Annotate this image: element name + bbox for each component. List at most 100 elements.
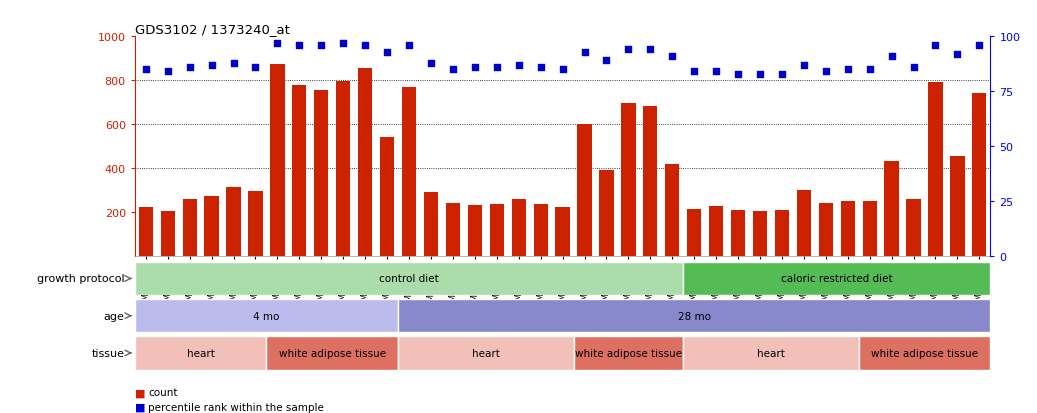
Bar: [683, 262, 990, 295]
Bar: [533, 204, 548, 256]
Point: [335, 40, 352, 47]
Bar: [928, 83, 943, 256]
Point: [554, 67, 570, 74]
Bar: [950, 157, 964, 256]
Bar: [468, 206, 482, 256]
Bar: [292, 85, 307, 256]
Text: white adipose tissue: white adipose tissue: [871, 348, 978, 358]
Bar: [336, 82, 351, 256]
Point: [400, 43, 417, 49]
Bar: [135, 262, 683, 295]
Bar: [248, 192, 262, 256]
Text: growth protocol: growth protocol: [37, 274, 124, 284]
Bar: [380, 138, 394, 256]
Point: [664, 54, 680, 60]
Point: [247, 64, 263, 71]
Point: [620, 47, 637, 54]
Bar: [818, 204, 833, 256]
Point: [379, 49, 395, 56]
Bar: [731, 210, 746, 256]
Text: tissue: tissue: [91, 348, 124, 358]
Bar: [665, 164, 679, 256]
Point: [949, 51, 965, 58]
Bar: [863, 201, 877, 256]
Text: ■: ■: [135, 387, 145, 397]
Text: heart: heart: [187, 348, 215, 358]
Text: 4 mo: 4 mo: [253, 311, 280, 321]
Bar: [402, 88, 416, 256]
Text: GDS3102 / 1373240_at: GDS3102 / 1373240_at: [135, 23, 289, 36]
Bar: [271, 64, 284, 256]
Bar: [906, 199, 921, 256]
Point: [730, 71, 747, 78]
Bar: [683, 337, 859, 370]
Point: [862, 67, 878, 74]
Bar: [643, 107, 657, 256]
Point: [685, 69, 702, 76]
Bar: [161, 211, 175, 256]
Point: [510, 62, 527, 69]
Text: 28 mo: 28 mo: [678, 311, 710, 321]
Bar: [859, 337, 990, 370]
Point: [774, 71, 790, 78]
Point: [225, 60, 242, 67]
Bar: [204, 197, 219, 256]
Text: heart: heart: [472, 348, 500, 358]
Bar: [226, 187, 241, 256]
Bar: [688, 209, 701, 256]
Point: [708, 69, 725, 76]
Bar: [753, 211, 767, 256]
Bar: [358, 69, 372, 256]
Point: [971, 43, 987, 49]
Text: percentile rank within the sample: percentile rank within the sample: [148, 402, 325, 412]
Bar: [398, 299, 990, 332]
Point: [795, 62, 812, 69]
Bar: [135, 299, 398, 332]
Text: age: age: [104, 311, 124, 321]
Point: [532, 64, 549, 71]
Bar: [267, 337, 398, 370]
Point: [423, 60, 440, 67]
Point: [270, 40, 286, 47]
Bar: [489, 204, 504, 256]
Bar: [599, 171, 614, 256]
Point: [905, 64, 922, 71]
Point: [138, 67, 155, 74]
Text: ■: ■: [135, 402, 145, 412]
Bar: [841, 201, 854, 256]
Text: heart: heart: [757, 348, 785, 358]
Bar: [796, 190, 811, 256]
Text: white adipose tissue: white adipose tissue: [279, 348, 386, 358]
Point: [642, 47, 658, 54]
Bar: [424, 192, 438, 256]
Point: [181, 64, 198, 71]
Bar: [556, 208, 569, 256]
Point: [467, 64, 483, 71]
Bar: [973, 94, 986, 256]
Bar: [139, 208, 152, 256]
Bar: [709, 207, 723, 256]
Bar: [775, 210, 789, 256]
Point: [840, 67, 857, 74]
Point: [445, 67, 461, 74]
Text: white adipose tissue: white adipose tissue: [574, 348, 682, 358]
Point: [203, 62, 220, 69]
Bar: [398, 337, 573, 370]
Bar: [573, 337, 683, 370]
Bar: [183, 199, 197, 256]
Bar: [885, 162, 899, 256]
Bar: [621, 104, 636, 256]
Point: [291, 43, 308, 49]
Bar: [446, 204, 460, 256]
Point: [160, 69, 176, 76]
Point: [357, 43, 373, 49]
Bar: [511, 199, 526, 256]
Point: [577, 49, 593, 56]
Point: [927, 43, 944, 49]
Point: [488, 64, 505, 71]
Point: [817, 69, 834, 76]
Point: [752, 71, 768, 78]
Bar: [135, 337, 267, 370]
Point: [313, 43, 330, 49]
Bar: [314, 91, 329, 256]
